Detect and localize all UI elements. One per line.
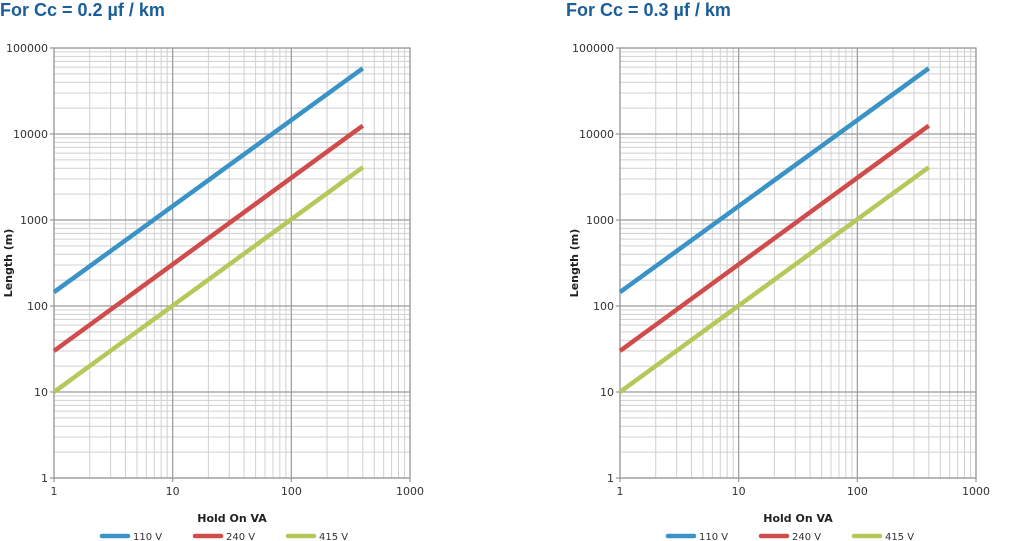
y-tick-label: 100	[27, 300, 48, 313]
y-tick-label: 100000	[6, 42, 48, 55]
chart-panel-cc-0-2: For Cc = 0.2 µf / km 1 10 100 1000 1 10 100 100…	[0, 0, 470, 541]
x-tick-label: 1	[51, 485, 58, 498]
series-line-110-v	[618, 66, 931, 294]
legend: 110 V 240 V 415 V	[99, 532, 348, 541]
y-tick-label: 1000	[586, 214, 614, 227]
x-tick-label: 100	[281, 485, 302, 498]
legend-label: 110 V	[699, 532, 728, 541]
chart-svg-cc-0-2: 1 10 100 1000 1 10 100 1000 10000 100000 Length (m…	[2, 42, 424, 541]
y-tick-label: 1000	[20, 214, 48, 227]
x-axis-title: Hold On VA	[763, 512, 833, 525]
legend-label: 110 V	[133, 532, 162, 541]
legend-label: 240 V	[226, 532, 255, 541]
x-tick-label: 1000	[396, 485, 424, 498]
y-tick-label: 100	[593, 300, 614, 313]
series-line-110-v	[52, 66, 365, 294]
x-tick-label: 100	[847, 485, 868, 498]
x-tick-label: 1	[617, 485, 624, 498]
legend: 110 V 240 V 415 V	[665, 532, 914, 541]
plot-frame	[53, 47, 411, 479]
chart-title: For Cc = 0.3 µf / km	[566, 0, 731, 20]
x-tick-label: 1000	[962, 485, 990, 498]
y-tick-label: 10000	[579, 128, 614, 141]
chart-title: For Cc = 0.2 µf / km	[0, 0, 165, 20]
x-axis-title: Hold On VA	[197, 512, 267, 525]
y-tick-label: 10	[600, 386, 614, 399]
legend-label: 415 V	[319, 532, 348, 541]
x-tick-label: 10	[732, 485, 746, 498]
chart-panel-cc-0-3: For Cc = 0.3 µf / km 1 10 100 1000 1 10 100 100…	[566, 0, 1032, 541]
y-tick-label: 1	[41, 472, 48, 485]
legend-label: 415 V	[885, 532, 914, 541]
series-line-240-v	[52, 123, 365, 353]
legend-label: 240 V	[792, 532, 821, 541]
y-axis-title: Length (m)	[568, 229, 581, 298]
series-line-240-v	[618, 123, 931, 353]
y-axis-title: Length (m)	[2, 229, 15, 298]
x-tick-label: 10	[166, 485, 180, 498]
grid	[616, 47, 977, 482]
y-tick-label: 10000	[13, 128, 48, 141]
plot-frame	[619, 47, 977, 479]
y-tick-label: 1	[607, 472, 614, 485]
y-tick-label: 10	[34, 386, 48, 399]
y-tick-label: 100000	[572, 42, 614, 55]
series-line-415-v	[618, 165, 931, 394]
series-line-415-v	[52, 165, 365, 394]
chart-svg-cc-0-3: 1 10 100 1000 1 10 100 1000 10000 100000 Length (m…	[568, 42, 990, 541]
